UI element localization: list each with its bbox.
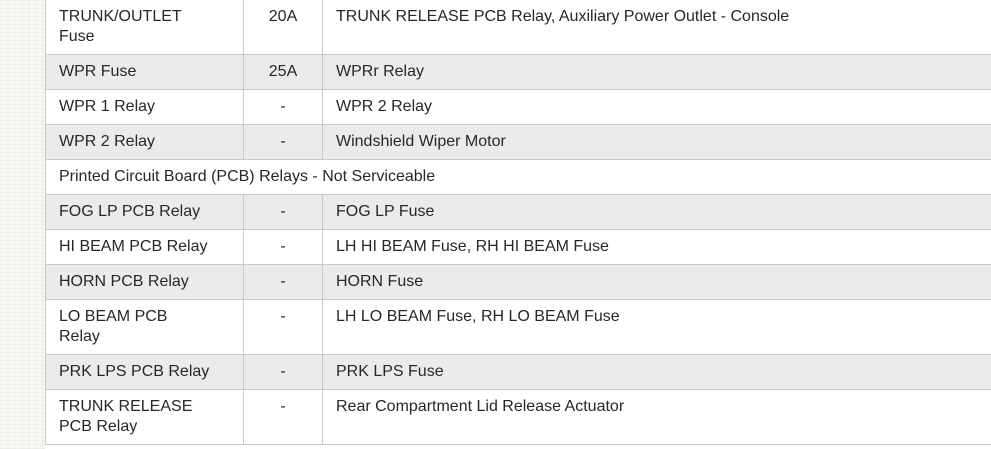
fuse-name-cell: HORN PCB Relay	[45, 264, 244, 300]
table-row: LO BEAM PCB Relay - LH LO BEAM Fuse, RH LO…	[45, 299, 991, 355]
table-row: TRUNK RELEASE PCB Relay - Rear Compartment…	[45, 389, 991, 445]
fuse-name-cell: FOG LP PCB Relay	[45, 194, 244, 230]
table-row: FOG LP PCB Relay - FOG LP Fuse	[45, 194, 991, 230]
table-row: WPR 1 Relay - WPR 2 Relay	[45, 89, 991, 125]
table-row: TRUNK/OUTLET Fuse 20A TRUNK RELEASE PCB Re…	[45, 0, 991, 55]
table-row: HI BEAM PCB Relay - LH HI BEAM Fuse, RH HI…	[45, 229, 991, 265]
amps-cell: -	[243, 299, 323, 355]
amps-cell: -	[243, 229, 323, 265]
fuse-name-cell: TRUNK RELEASE PCB Relay	[45, 389, 244, 445]
amps-cell: -	[243, 389, 323, 445]
fuse-name-cell: WPR 2 Relay	[45, 124, 244, 160]
amps-cell: 25A	[243, 54, 323, 90]
amps-cell: -	[243, 264, 323, 300]
fuse-name-cell: WPR 1 Relay	[45, 89, 244, 125]
content-area: TRUNK/OUTLET Fuse 20A TRUNK RELEASE PCB Re…	[45, 0, 991, 449]
table-row: WPR 2 Relay - Windshield Wiper Motor	[45, 124, 991, 160]
fuse-name-cell: LO BEAM PCB Relay	[45, 299, 244, 355]
page-margin-texture	[0, 0, 45, 449]
table-row: HORN PCB Relay - HORN Fuse	[45, 264, 991, 300]
circuit-cell: PRK LPS Fuse	[322, 354, 991, 390]
table-row: Printed Circuit Board (PCB) Relays - Not…	[45, 159, 991, 195]
circuit-cell: TRUNK RELEASE PCB Relay, Auxiliary Power…	[322, 0, 991, 55]
circuit-cell: WPR 2 Relay	[322, 89, 991, 125]
circuit-cell: LH LO BEAM Fuse, RH LO BEAM Fuse	[322, 299, 991, 355]
section-header-cell: Printed Circuit Board (PCB) Relays - Not…	[45, 159, 991, 195]
amps-cell: -	[243, 89, 323, 125]
fuse-name-cell: PRK LPS PCB Relay	[45, 354, 244, 390]
fuse-name-cell: TRUNK/OUTLET Fuse	[45, 0, 244, 55]
table-row: WPR Fuse 25A WPRr Relay	[45, 54, 991, 90]
circuit-cell: WPRr Relay	[322, 54, 991, 90]
amps-cell: -	[243, 194, 323, 230]
table-row: PRK LPS PCB Relay - PRK LPS Fuse	[45, 354, 991, 390]
circuit-cell: LH HI BEAM Fuse, RH HI BEAM Fuse	[322, 229, 991, 265]
fuse-usage-table: TRUNK/OUTLET Fuse 20A TRUNK RELEASE PCB Re…	[45, 0, 991, 445]
amps-cell: -	[243, 124, 323, 160]
circuit-cell: Rear Compartment Lid Release Actuator	[322, 389, 991, 445]
amps-cell: -	[243, 354, 323, 390]
fuse-name-cell: WPR Fuse	[45, 54, 244, 90]
circuit-cell: Windshield Wiper Motor	[322, 124, 991, 160]
amps-cell: 20A	[243, 0, 323, 55]
circuit-cell: HORN Fuse	[322, 264, 991, 300]
fuse-table-body: TRUNK/OUTLET Fuse 20A TRUNK RELEASE PCB Re…	[45, 0, 991, 445]
fuse-name-cell: HI BEAM PCB Relay	[45, 229, 244, 265]
circuit-cell: FOG LP Fuse	[322, 194, 991, 230]
